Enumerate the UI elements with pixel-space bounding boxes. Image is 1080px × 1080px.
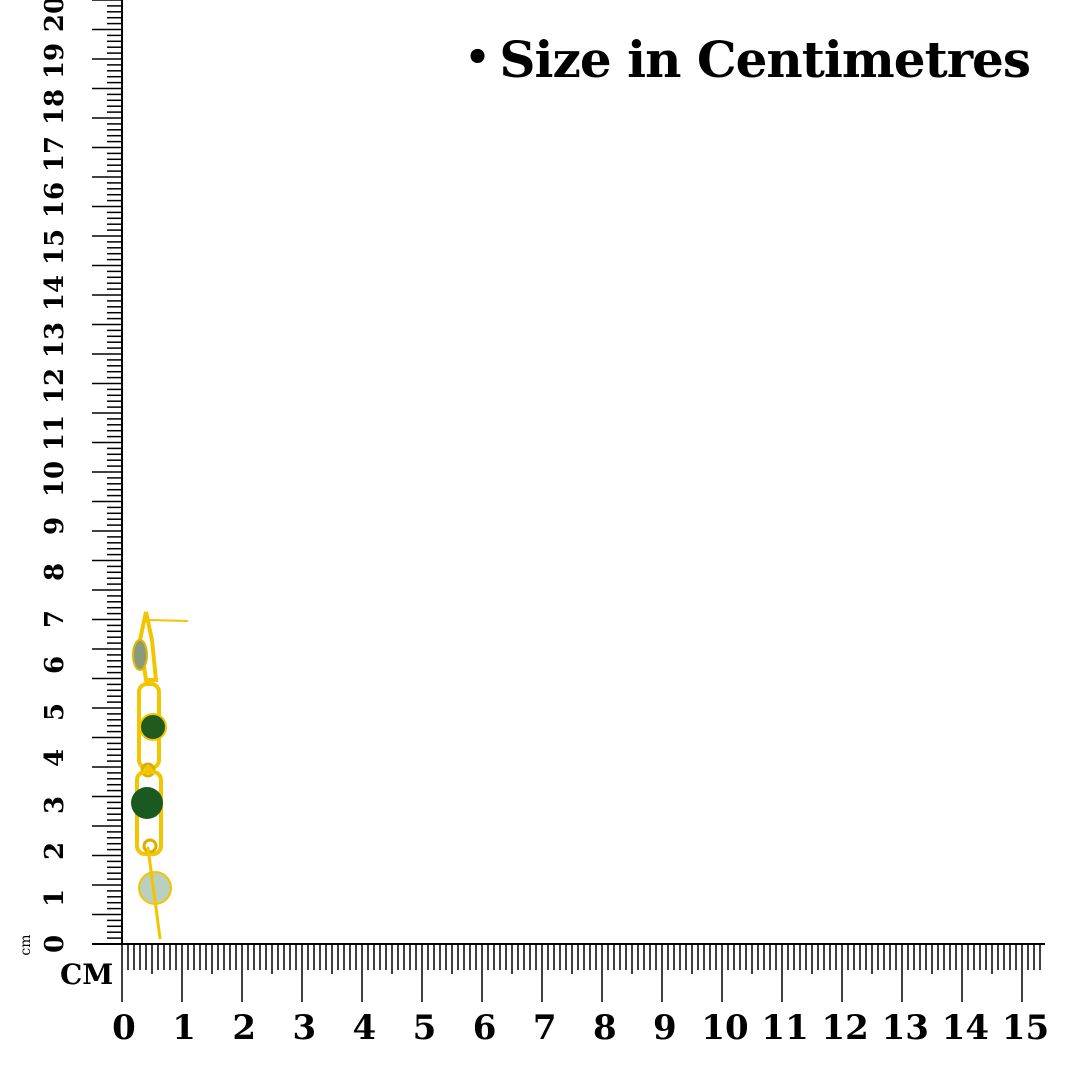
horizontal-ruler-label: 0	[112, 1008, 136, 1048]
horizontal-ruler-label: 6	[472, 1008, 497, 1048]
unit-label-horizontal: CM	[60, 958, 114, 991]
stone-2	[139, 713, 167, 741]
horizontal-ruler-label: 4	[352, 1008, 377, 1048]
horizontal-ruler-label: 9	[653, 1008, 677, 1048]
horizontal-ruler-label: 3	[292, 1008, 317, 1048]
horizontal-ruler-label: 1	[172, 1008, 196, 1048]
bullet: •	[464, 34, 491, 81]
earring-pin	[146, 846, 162, 940]
horizontal-ruler-label: 2	[232, 1008, 257, 1048]
horizontal-ruler-label: 8	[592, 1008, 617, 1048]
horizontal-ruler-label: 14	[941, 1008, 990, 1048]
stone-3	[131, 787, 163, 819]
horizontal-ruler-label: 11	[761, 1008, 809, 1048]
horizontal-ruler-label: 5	[412, 1008, 437, 1048]
horizontal-ruler-label: 7	[532, 1008, 557, 1048]
earring-link-top	[137, 611, 159, 682]
title-text: Size in Centimetres	[499, 30, 1031, 89]
horizontal-ruler-label: 15	[1001, 1008, 1050, 1048]
horizontal-ruler-label: 10	[701, 1008, 749, 1048]
stone-top	[132, 639, 148, 671]
horizontal-ruler-label: 12	[821, 1008, 869, 1048]
earring-post	[149, 619, 188, 622]
page-title: • Size in Centimetres	[464, 30, 1031, 89]
horizontal-ruler-label: 13	[881, 1008, 929, 1048]
